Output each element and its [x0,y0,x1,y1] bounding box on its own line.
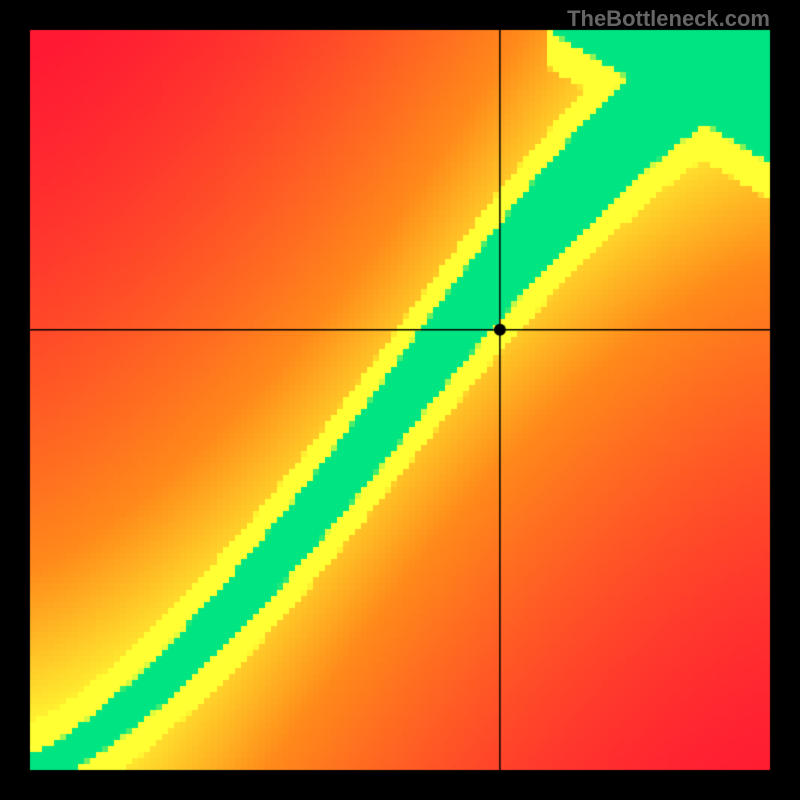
chart-container: TheBottleneck.com [0,0,800,800]
bottleneck-heatmap-canvas [0,0,800,800]
